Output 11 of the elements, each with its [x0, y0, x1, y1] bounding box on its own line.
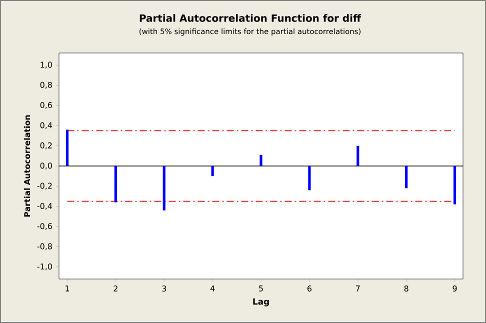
bar	[66, 130, 69, 166]
bar	[356, 146, 360, 166]
x-axis-title: Lag	[253, 298, 269, 306]
bar	[162, 166, 166, 210]
chart-title: Partial Autocorrelation Function for diff	[140, 14, 362, 22]
bar	[405, 166, 408, 188]
bar	[114, 166, 117, 202]
bar	[453, 166, 456, 204]
bar	[211, 166, 214, 176]
bar	[308, 166, 311, 190]
bar	[260, 154, 262, 166]
